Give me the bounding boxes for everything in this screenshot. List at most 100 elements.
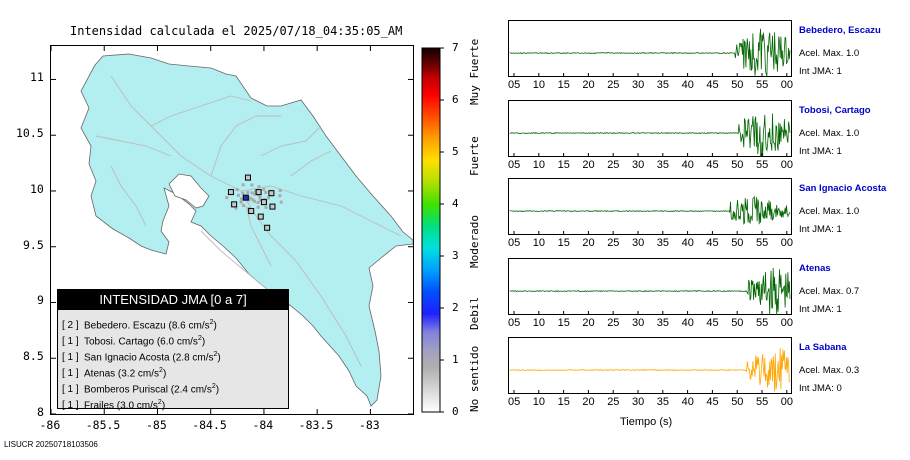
legend-unit-exp: 2 (211, 383, 216, 390)
legend-station: Bebedero. Escazu (8.6 cm/s (84, 320, 210, 332)
urban-dot (234, 206, 238, 210)
scale-band-label: Fuerte (468, 136, 481, 176)
legend-row: [ 1 ] Atenas (3.2 cm/s2) (58, 363, 288, 379)
trace-frame (508, 337, 792, 394)
legend-close: ) (162, 368, 167, 380)
urban-dot (239, 197, 243, 201)
lat-tick-label: 8 (37, 405, 44, 419)
urban-dot (256, 201, 260, 205)
urban-dot (278, 189, 282, 193)
waveform (509, 348, 791, 392)
max-acceleration: Acel. Max. 0.7 (799, 286, 860, 297)
legend-close: ) (217, 352, 221, 364)
time-tick-label: 00 (780, 317, 794, 329)
max-acceleration: Acel. Max. 1.0 (799, 128, 860, 139)
station-name: Atenas (799, 263, 831, 274)
trace-panel (508, 337, 792, 394)
urban-dot (246, 190, 250, 194)
time-tick-label: 50 (731, 159, 744, 171)
scale-tick-label: 2 (452, 301, 459, 314)
lat-tick-label: 9 (37, 293, 44, 308)
scale-tick-label: 0 (452, 405, 459, 418)
scale-band-label: Muy Fuerte (468, 38, 481, 105)
urban-dot (264, 205, 268, 209)
time-tick-label: 20 (582, 159, 595, 171)
time-tick-label: 30 (632, 159, 645, 171)
time-tick-label: 20 (582, 79, 595, 91)
legend-row: [ 1 ] Bomberos Puriscal (2.4 cm/s2) (58, 379, 288, 395)
lat-tick-label: 10 (30, 181, 44, 196)
urban-dot (241, 183, 245, 187)
legend-unit-exp: 2 (213, 351, 218, 358)
max-acceleration: Acel. Max. 1.0 (799, 206, 860, 217)
station-name: La Sabana (799, 342, 847, 353)
time-tick-label: 45 (706, 317, 719, 329)
map-axes (51, 46, 413, 414)
time-tick-label: 15 (557, 159, 570, 171)
legend-close: ) (201, 336, 206, 348)
time-tick-label: 35 (656, 159, 670, 171)
time-tick-label: 45 (706, 396, 719, 408)
time-tick-label: 50 (731, 396, 744, 408)
time-tick-label: 00 (780, 396, 794, 408)
time-tick-label: 20 (582, 317, 595, 329)
urban-dot (257, 185, 261, 189)
time-tick-label: 55 (756, 159, 769, 171)
time-tick-label: 15 (557, 396, 570, 408)
time-tick-label: 15 (557, 79, 570, 91)
station-marker (257, 213, 264, 220)
trace-panel (508, 100, 792, 157)
station-name: Bebedero, Escazu (799, 25, 881, 36)
legend-level: [ 1 ] (62, 400, 79, 412)
time-tick-label: 40 (681, 79, 694, 91)
station-marker (227, 189, 234, 196)
station-marker (268, 190, 275, 197)
station-marker (231, 201, 238, 208)
scale-tick-label: 7 (452, 41, 459, 54)
time-tick-label: 25 (607, 317, 620, 329)
time-tick-label: 50 (731, 79, 744, 91)
time-tick-label: 35 (656, 317, 670, 329)
legend-row: [ 1 ] San Ignacio Acosta (2.8 cm/s2) (58, 347, 288, 363)
scale-tick-label: 6 (452, 93, 459, 106)
scale-tick-label: 3 (452, 249, 459, 262)
legend-close: ) (213, 320, 217, 332)
scale-band-label: Debil (468, 296, 481, 330)
max-acceleration: Acel. Max. 0.3 (799, 365, 860, 376)
time-tick-label: 30 (632, 317, 645, 329)
legend-level: [ 1 ] (62, 384, 79, 396)
station-marker (260, 199, 267, 206)
jma-intensity: Int JMA: 1 (799, 146, 842, 157)
waveform (509, 113, 791, 157)
legend-station: Atenas (3.2 cm/s (84, 368, 160, 380)
time-tick-label: 25 (607, 79, 620, 91)
urban-dot (248, 196, 252, 200)
lon-tick-label: -83 (358, 418, 380, 432)
time-tick-label: 10 (532, 79, 546, 91)
legend-close: ) (161, 400, 166, 412)
urban-dot (236, 193, 240, 197)
time-tick-label: 05 (508, 237, 521, 249)
legend-station: Frailes (3.0 cm/s (84, 400, 158, 412)
time-tick-label: 55 (756, 396, 769, 408)
time-tick-label: 40 (681, 396, 694, 408)
scale-bar (421, 47, 441, 413)
time-tick-label: 35 (656, 396, 670, 408)
legend-row: [ 1 ] Tobosi. Cartago (6.0 cm/s2) (58, 331, 288, 347)
road-network (95, 75, 402, 367)
lon-tick-label: -83.5 (298, 418, 334, 432)
urban-dot (239, 200, 243, 204)
station-markers (225, 174, 283, 231)
lon-tick-label: -84 (252, 418, 274, 432)
urban-dot (225, 196, 229, 200)
lat-tick-label: 11 (30, 70, 44, 85)
time-tick-label: 30 (632, 396, 645, 408)
legend-level: [ 2 ] (62, 320, 79, 332)
legend-row: [ 2 ] Bebedero. Escazu (8.6 cm/s2) (58, 315, 288, 331)
time-tick-label: 20 (582, 237, 595, 249)
urban-dot (256, 205, 260, 209)
trace-panel (508, 20, 792, 77)
time-tick-label: 05 (508, 317, 521, 329)
time-tick-label: 45 (706, 237, 719, 249)
lon-tick-label: -85.5 (85, 418, 121, 432)
